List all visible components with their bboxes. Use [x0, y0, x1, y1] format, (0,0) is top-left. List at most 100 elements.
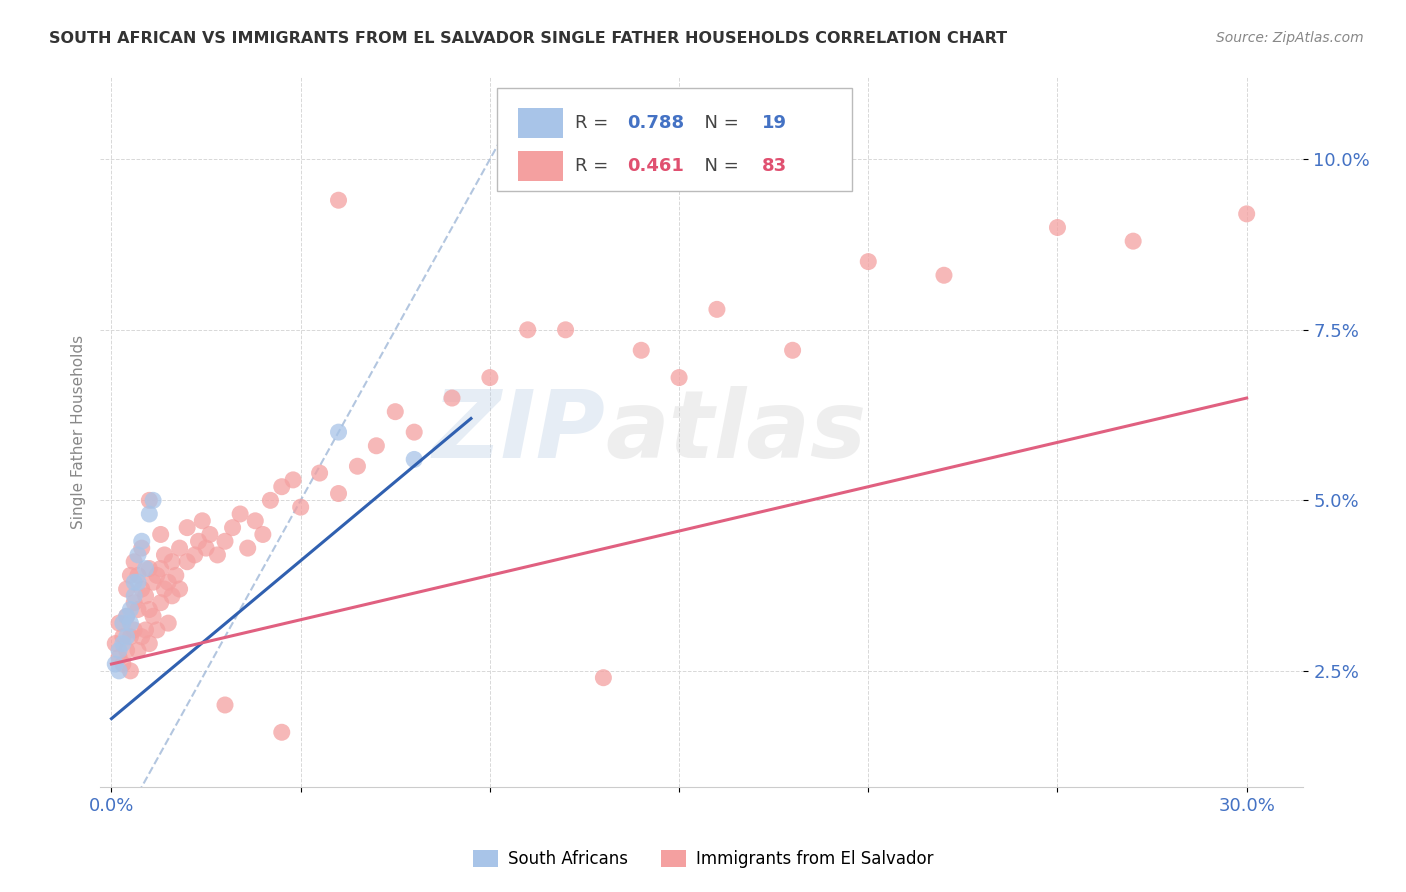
Point [115, 643, 138, 657]
Point [214, 698, 236, 712]
Point [142, 493, 165, 508]
Text: R =: R = [575, 157, 614, 176]
Point [169, 582, 191, 596]
Point [668, 370, 690, 384]
Point [104, 657, 127, 671]
Point [111, 630, 134, 644]
Point [131, 630, 153, 644]
Point [195, 541, 218, 555]
Point [104, 637, 127, 651]
Point [138, 507, 160, 521]
Point [108, 664, 131, 678]
Text: Source: ZipAtlas.com: Source: ZipAtlas.com [1216, 31, 1364, 45]
Point [115, 609, 138, 624]
Point [214, 534, 236, 549]
Point [108, 616, 131, 631]
Point [115, 582, 138, 596]
Point [115, 609, 138, 624]
Point [1122, 234, 1144, 248]
FancyBboxPatch shape [498, 88, 852, 191]
Point [252, 527, 274, 541]
Point [245, 514, 267, 528]
Point [187, 534, 209, 549]
Point [404, 452, 426, 467]
Point [138, 602, 160, 616]
Point [328, 425, 350, 439]
Point [127, 548, 149, 562]
Point [366, 439, 388, 453]
Point [346, 459, 368, 474]
Point [176, 555, 198, 569]
Point [270, 480, 292, 494]
Y-axis label: Single Father Households: Single Father Households [72, 335, 86, 529]
Point [1046, 220, 1069, 235]
Point [153, 548, 176, 562]
Text: ZIP: ZIP [433, 386, 606, 478]
Point [149, 561, 172, 575]
Legend: South Africans, Immigrants from El Salvador: South Africans, Immigrants from El Salva… [465, 843, 941, 875]
Point [932, 268, 955, 283]
Point [138, 637, 160, 651]
Point [108, 643, 131, 657]
Text: 0.788: 0.788 [627, 114, 685, 132]
Point [135, 561, 157, 575]
Point [157, 616, 180, 631]
Point [111, 637, 134, 651]
Text: SOUTH AFRICAN VS IMMIGRANTS FROM EL SALVADOR SINGLE FATHER HOUSEHOLDS CORRELATIO: SOUTH AFRICAN VS IMMIGRANTS FROM EL SALV… [49, 31, 1007, 46]
Point [308, 466, 330, 480]
Point [229, 507, 252, 521]
Point [153, 582, 176, 596]
Point [290, 500, 312, 515]
Point [146, 568, 169, 582]
Point [176, 521, 198, 535]
Point [149, 596, 172, 610]
Point [142, 609, 165, 624]
Point [281, 473, 304, 487]
Point [384, 405, 406, 419]
Point [122, 589, 145, 603]
Point [122, 575, 145, 590]
Point [127, 602, 149, 616]
Point [122, 623, 145, 637]
FancyBboxPatch shape [517, 152, 564, 181]
Point [131, 541, 153, 555]
Point [111, 616, 134, 631]
Text: atlas: atlas [606, 386, 866, 478]
Point [127, 575, 149, 590]
Point [122, 555, 145, 569]
Point [142, 575, 165, 590]
Point [108, 650, 131, 665]
Point [554, 323, 576, 337]
Text: R =: R = [575, 114, 614, 132]
Text: 19: 19 [762, 114, 787, 132]
Point [120, 630, 142, 644]
Point [131, 582, 153, 596]
Point [592, 671, 614, 685]
Point [149, 527, 172, 541]
Point [630, 343, 652, 358]
Point [236, 541, 259, 555]
Point [858, 254, 880, 268]
Point [1236, 207, 1258, 221]
Point [127, 568, 149, 582]
Point [122, 596, 145, 610]
Point [706, 302, 728, 317]
Point [782, 343, 804, 358]
Point [259, 493, 281, 508]
Point [127, 643, 149, 657]
Point [160, 555, 183, 569]
Point [138, 493, 160, 508]
Point [169, 541, 191, 555]
FancyBboxPatch shape [517, 108, 564, 138]
Point [165, 568, 187, 582]
Point [120, 602, 142, 616]
Point [135, 589, 157, 603]
Point [115, 630, 138, 644]
Point [111, 657, 134, 671]
Point [138, 561, 160, 575]
Point [183, 548, 205, 562]
Point [221, 521, 243, 535]
Point [328, 486, 350, 500]
Point [478, 370, 501, 384]
Point [191, 514, 214, 528]
